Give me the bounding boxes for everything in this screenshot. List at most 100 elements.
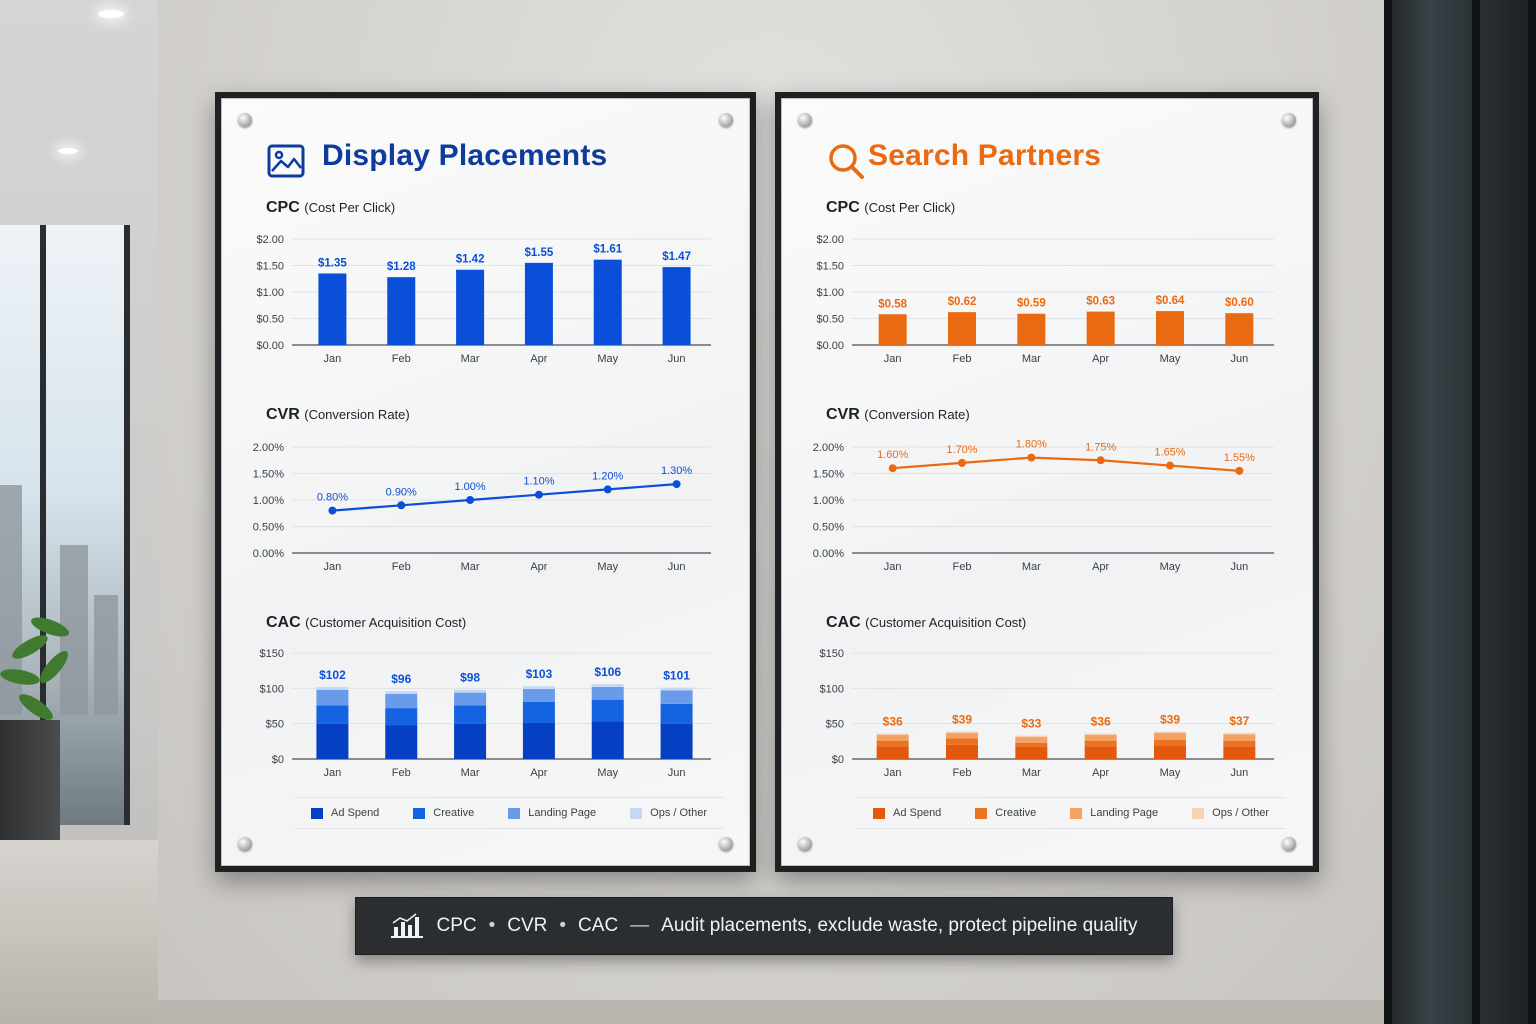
x-tick-label: Jun — [1230, 353, 1248, 365]
y-tick-label: $0 — [272, 754, 284, 766]
legend-label: Landing Page — [1090, 807, 1159, 819]
data-point — [958, 458, 966, 467]
mount-screw — [1282, 837, 1296, 851]
stacked-bar-segment — [1154, 732, 1186, 740]
data-label: 1.75% — [1085, 441, 1116, 453]
search-panel: Search Partners CPC (Cost Per Click) $0.… — [775, 92, 1319, 872]
data-label: $33 — [1021, 717, 1041, 731]
data-label: 0.90% — [386, 486, 417, 498]
chart-subtitle: (Customer Acquisition Cost) — [865, 615, 1027, 630]
mount-screw — [238, 837, 252, 851]
display-cpc-chart: $0.00 $0.50 $1.00 $1.50 $2.00 Jan Feb Mar Apr May… — [256, 234, 711, 365]
y-tick-label: $2.00 — [816, 234, 844, 246]
data-point — [397, 501, 406, 510]
data-point — [328, 506, 337, 515]
legend-label: Landing Page — [528, 807, 597, 819]
x-tick-label: Feb — [953, 353, 972, 365]
stacked-bar-segment — [316, 689, 349, 706]
data-label: 1.80% — [1016, 439, 1047, 451]
legend-label: Ad Spend — [330, 807, 380, 819]
stacked-bar-segment — [1154, 745, 1186, 759]
data-label: 1.30% — [661, 465, 692, 477]
stacked-bar-segment — [1223, 740, 1256, 747]
search-cvr-chart: 0.00% 0.50% 1.00% 1.50% 2.00% Jan Feb Mar Apr May… — [813, 439, 1274, 573]
data-point — [672, 480, 681, 489]
x-tick-label: Jun — [668, 353, 686, 365]
plant-pot — [0, 720, 60, 840]
data-label: $1.42 — [456, 254, 485, 266]
data-label: $102 — [319, 668, 346, 682]
legend-item: Ad Spend — [310, 807, 380, 819]
data-label: 1.70% — [946, 444, 977, 456]
y-tick-label: $1.00 — [256, 287, 284, 299]
data-label: $0.60 — [1225, 297, 1254, 309]
stacked-bar-segment — [1084, 734, 1117, 741]
stacked-bar-segment — [454, 723, 487, 759]
y-tick-label: $0.50 — [816, 314, 844, 326]
y-tick-label: 1.50% — [813, 469, 844, 481]
x-tick-label: Feb — [392, 353, 411, 365]
stacked-bar-segment — [660, 690, 693, 704]
mount-screw — [798, 837, 812, 851]
x-tick-label: Mar — [461, 767, 480, 779]
data-point — [888, 464, 897, 473]
plaque-metric: CPC — [436, 915, 477, 936]
y-tick-label: 1.00% — [813, 495, 844, 507]
stacked-bar-segment — [522, 701, 555, 723]
stacked-bar-segment — [522, 689, 555, 702]
bar — [387, 277, 416, 345]
y-tick-label: $2.00 — [256, 234, 284, 246]
data-label: $36 — [1091, 715, 1111, 729]
legend-label: Creative — [995, 807, 1037, 819]
data-point — [1096, 456, 1105, 465]
legend-item: Ops / Other — [1192, 807, 1269, 819]
legend-swatch — [508, 807, 521, 819]
bar — [593, 259, 622, 345]
y-tick-label: $50 — [826, 719, 844, 731]
bar — [1086, 311, 1115, 345]
stacked-bar-segment — [1223, 734, 1256, 741]
stacked-bar-segment — [876, 734, 909, 741]
mount-screw — [719, 837, 733, 851]
x-tick-label: May — [597, 561, 618, 573]
bar — [1156, 311, 1184, 345]
series-line — [332, 483, 677, 512]
legend-label: Ad Spend — [892, 807, 942, 819]
plaque-message: Audit placements, exclude waste, protect… — [661, 915, 1138, 936]
y-tick-label: 1.50% — [253, 469, 284, 481]
plaque-separator: • — [559, 915, 567, 936]
legend-swatch — [310, 807, 323, 819]
search-cpc-chart: $0.00 $0.50 $1.00 $1.50 $2.00 Jan Feb Mar Apr May… — [816, 234, 1274, 365]
mount-screw — [719, 113, 733, 127]
x-tick-label: May — [1160, 353, 1181, 365]
y-tick-label: $1.00 — [816, 287, 844, 299]
legend-swatch — [975, 807, 988, 819]
chart-subtitle: (Cost Per Click) — [864, 200, 956, 215]
legend-swatch — [630, 807, 643, 819]
bottom-plaque: CPC • CVR • CAC — Audit placements, excl… — [355, 897, 1173, 955]
legend-item: Ops / Other — [630, 807, 707, 819]
data-label: 1.65% — [1154, 447, 1185, 459]
stacked-bar-segment — [660, 723, 693, 759]
chart-title-main: CVR — [266, 406, 300, 423]
chart-title: CPC (Cost Per Click) — [826, 199, 955, 217]
stacked-bar-segment — [1015, 737, 1048, 743]
stacked-bar-segment — [385, 691, 418, 694]
data-label: $96 — [391, 672, 411, 686]
data-label: 1.60% — [877, 449, 908, 461]
bar — [318, 273, 347, 345]
bar — [1017, 313, 1046, 345]
x-tick-label: Jun — [668, 561, 686, 573]
image-icon — [267, 144, 305, 178]
data-label: $36 — [883, 715, 903, 729]
data-point — [1027, 453, 1036, 462]
x-tick-label: Apr — [530, 767, 547, 779]
x-tick-label: Jan — [884, 353, 902, 365]
chart-subtitle: (Customer Acquisition Cost) — [305, 615, 467, 630]
data-label: $0.63 — [1086, 296, 1115, 308]
x-tick-label: Feb — [392, 767, 411, 779]
stacked-bar-segment — [1154, 739, 1186, 746]
y-tick-label: $100 — [260, 683, 284, 695]
x-tick-label: Apr — [1092, 561, 1109, 573]
data-label: $1.61 — [593, 244, 622, 256]
